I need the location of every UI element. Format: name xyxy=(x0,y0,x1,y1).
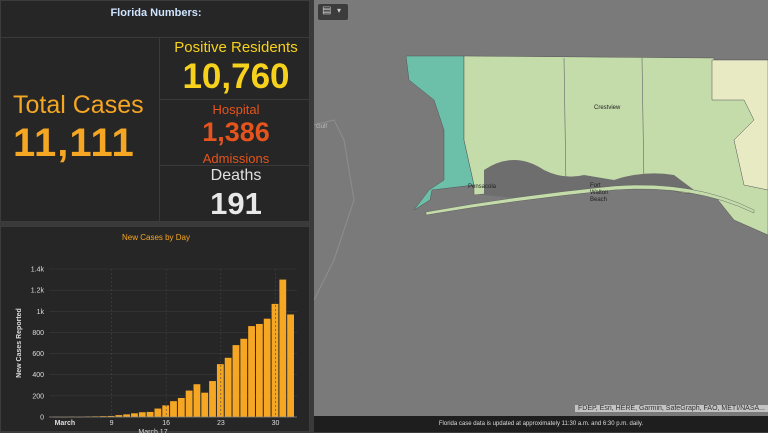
chevron-down-icon[interactable]: ▾ xyxy=(337,6,342,15)
positive-residents-value: 10,760 xyxy=(182,57,290,96)
chart-bar xyxy=(185,390,193,417)
chart-bar xyxy=(170,401,177,417)
y-tick-label: 800 xyxy=(32,330,44,337)
map-label: Crestview xyxy=(594,105,621,111)
map-attribution[interactable]: FDEP, Esri, HERE, Garmin, SafeGraph, FAO… xyxy=(575,405,768,412)
layers-icon[interactable]: ▤ xyxy=(322,5,332,16)
y-tick-label: 1k xyxy=(37,309,45,316)
x-tick-label: 9 xyxy=(110,420,114,427)
chart-bar xyxy=(138,412,146,417)
map-footer: Florida case data is updated at approxim… xyxy=(314,416,768,432)
chart-panel: 0 200 400 600 800 1k 1.2k 1.4k March 9 16 23 30 New C… xyxy=(0,226,310,433)
map-toolbar[interactable]: ▤ ▾ xyxy=(318,4,348,20)
x-tick-label: 30 xyxy=(272,420,280,427)
chart-bar xyxy=(146,411,154,417)
chart-bar xyxy=(99,416,107,417)
hospital-admissions-value: 1,386 xyxy=(202,117,270,147)
x-axis-label: March 17 xyxy=(138,429,167,433)
chart-bar xyxy=(232,345,240,417)
chart-bar xyxy=(115,415,123,417)
map-label: Gulf xyxy=(316,124,328,130)
chart-bar xyxy=(271,303,279,417)
chart-bar xyxy=(123,414,131,417)
y-tick-label: 1.4k xyxy=(31,267,45,274)
chart-bar xyxy=(255,323,263,417)
x-tick-label: 23 xyxy=(217,420,225,427)
chart-bar xyxy=(107,415,115,417)
chart-bar xyxy=(279,279,287,417)
florida-map[interactable] xyxy=(314,0,768,416)
chart-bar xyxy=(216,364,224,417)
divider xyxy=(159,37,160,223)
map-panel[interactable]: ▤ ▾ Pensacola Crestview Fort Walton Beac… xyxy=(314,0,768,432)
chart-bar xyxy=(193,384,201,417)
y-tick-label: 0 xyxy=(40,415,44,422)
chart-bar xyxy=(162,405,170,417)
y-axis-label: New Cases Reported xyxy=(16,308,23,378)
divider xyxy=(159,165,311,166)
positive-residents-label: Positive Residents xyxy=(174,39,298,56)
chart-bar xyxy=(209,381,216,417)
hospital-label: Hospital xyxy=(212,102,260,117)
x-tick-label: March xyxy=(55,420,76,427)
stats-panel: Florida Numbers: Total Cases 11,111 Posi… xyxy=(0,0,311,223)
y-tick-label: 400 xyxy=(32,372,44,379)
divider xyxy=(1,37,311,38)
new-cases-chart: 0 200 400 600 800 1k 1.2k 1.4k March 9 16 23 30 New C… xyxy=(16,267,297,433)
chart-bar xyxy=(154,408,162,417)
chart-bar xyxy=(248,326,255,417)
chart-bar xyxy=(201,392,209,417)
chart-bar xyxy=(177,397,185,417)
deaths-label: Deaths xyxy=(210,167,262,184)
chart-bar xyxy=(263,318,271,417)
y-tick-label: 200 xyxy=(32,393,44,400)
x-tick-label: 16 xyxy=(162,420,170,427)
chart-bar xyxy=(240,338,248,417)
map-label: Pensacola xyxy=(468,184,497,190)
panel-title: Florida Numbers: xyxy=(110,7,202,19)
total-cases-label: Total Cases xyxy=(13,91,144,119)
chart-bar xyxy=(224,357,232,417)
chart-bar xyxy=(287,314,294,417)
chart-title: New Cases by Day xyxy=(121,233,191,242)
divider xyxy=(159,99,311,100)
total-cases-value: 11,111 xyxy=(13,121,135,165)
y-tick-label: 600 xyxy=(32,351,44,358)
admissions-label: Admissions xyxy=(202,151,270,166)
map-label: Fort Walton Beach xyxy=(590,183,609,203)
chart-bar xyxy=(131,413,138,417)
y-tick-label: 1.2k xyxy=(31,288,45,295)
deaths-value: 191 xyxy=(210,186,262,221)
